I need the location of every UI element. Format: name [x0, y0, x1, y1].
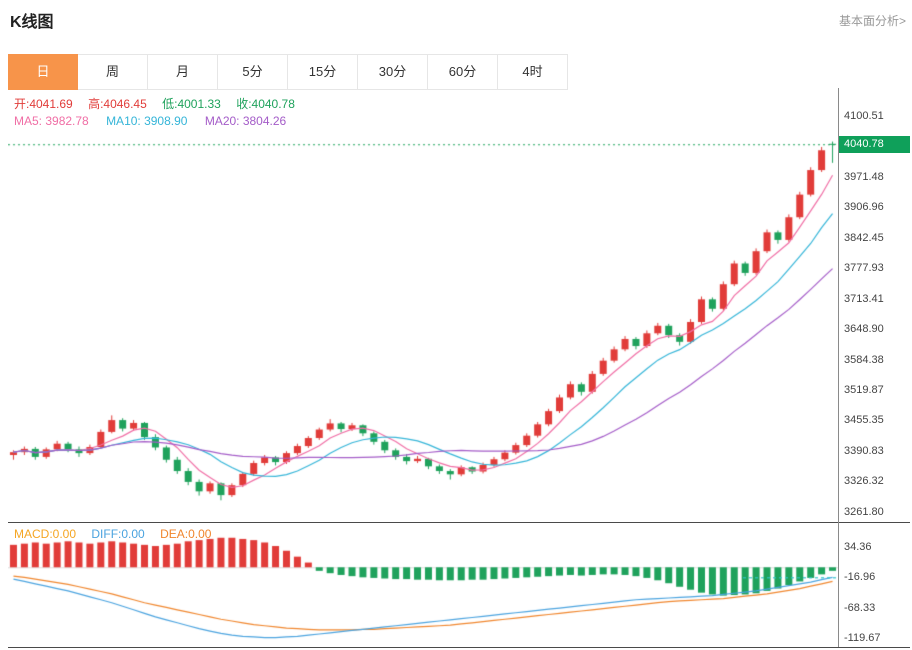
price-axis-label: 3842.45: [844, 231, 884, 244]
open-value: 开:4041.69: [14, 97, 73, 111]
price-axis-label: 3326.32: [844, 475, 884, 488]
timeframe-tab-4时[interactable]: 4时: [498, 54, 568, 90]
current-price-badge: 4040.78: [839, 136, 910, 154]
panel-separator: [8, 522, 910, 523]
ohlc-legend: 开:4041.69 高:4046.45 低:4001.33 收:4040.78: [14, 95, 307, 112]
price-axis-label: 3261.80: [844, 505, 884, 518]
timeframe-tab-15分[interactable]: 15分: [288, 54, 358, 90]
price-axis-label: 3906.96: [844, 201, 884, 214]
timeframe-tab-日[interactable]: 日: [8, 54, 78, 90]
macd-axis-label: 34.36: [844, 540, 872, 553]
price-axis-label: 3390.83: [844, 444, 884, 457]
price-axis-label: 4100.51: [844, 110, 884, 123]
ma10-value: MA10: 3908.90: [106, 114, 188, 128]
timeframe-tabs: 日周月 5分 15分 30分 60分 4时: [8, 54, 568, 90]
price-axis: 4100.51 3971.48 3906.96 3842.45 3777.93 3713.…: [844, 88, 912, 522]
axis-divider: [838, 88, 839, 647]
timeframe-tab-月[interactable]: 月: [148, 54, 218, 90]
low-value: 低:4001.33: [162, 97, 221, 111]
price-axis-label: 3519.87: [844, 383, 884, 396]
bottom-border: [8, 647, 910, 648]
ma20-value: MA20: 3804.26: [204, 114, 287, 128]
macd-axis-label: -119.67: [844, 631, 881, 644]
high-value: 高:4046.45: [88, 97, 147, 111]
macd-axis: 34.36 -16.96 -68.33 -119.67: [844, 523, 912, 647]
page-title: K线图: [10, 14, 54, 31]
fundamental-analysis-link[interactable]: 基本面分析>: [838, 14, 906, 28]
macd-axis-label: -16.96: [844, 571, 876, 584]
macd-legend: MACD:0.00 DIFF:0.00 DEA:0.00: [14, 527, 223, 541]
macd-chart-canvas[interactable]: [8, 523, 838, 647]
price-axis-label: 3713.41: [844, 292, 884, 305]
timeframe-tab-60分[interactable]: 60分: [428, 54, 498, 90]
price-axis-label: 3455.35: [844, 414, 884, 427]
macd-axis-label: -68.33: [844, 601, 876, 614]
dea-value: DEA:0.00: [160, 527, 212, 541]
timeframe-tab-30分[interactable]: 30分: [358, 54, 428, 90]
ma-legend: MA5: 3982.78 MA10: 3908.90 MA20: 3804.26: [14, 114, 300, 128]
price-axis-label: 3584.38: [844, 353, 884, 366]
candlestick-chart-canvas[interactable]: [8, 88, 838, 522]
ma5-value: MA5: 3982.78: [14, 114, 89, 128]
diff-value: DIFF:0.00: [91, 527, 145, 541]
close-value: 收:4040.78: [236, 97, 295, 111]
price-axis-label: 3777.93: [844, 262, 884, 275]
price-axis-label: 3648.90: [844, 323, 884, 336]
price-axis-label: 3971.48: [844, 170, 884, 183]
timeframe-tab-5分[interactable]: 5分: [218, 54, 288, 90]
timeframe-tab-周[interactable]: 周: [78, 54, 148, 90]
macd-value: MACD:0.00: [14, 527, 77, 541]
